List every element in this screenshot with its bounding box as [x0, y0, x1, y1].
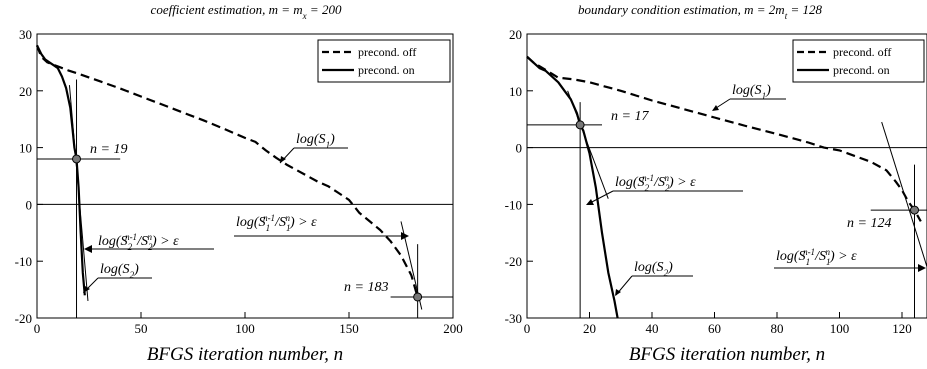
right-x-tick-label: 80	[771, 321, 784, 336]
right-y-tick-label: 20	[509, 27, 522, 42]
right-x-tick-label: 0	[524, 321, 531, 336]
right-legend-box	[792, 39, 925, 83]
left-x-tick-label: 100	[235, 321, 255, 336]
svg-text:log(S2): log(S2)	[100, 262, 139, 280]
right-y-tick-label: 0	[516, 141, 523, 156]
svg-text:log(S2n-1/S2n) > ε: log(S2n-1/S2n) > ε	[615, 173, 696, 193]
right-y-tick-label: 10	[509, 84, 522, 99]
svg-text:log(S1n-1/S1n) > ε: log(S1n-1/S1n) > ε	[236, 213, 317, 233]
svg-text:log(S2n-1/S2n) > ε: log(S2n-1/S2n) > ε	[98, 232, 179, 252]
left-legend: precond. off precond. on	[317, 39, 451, 83]
right-tangent-line	[567, 90, 609, 199]
right-annotation-s1-ratio: log(S1n-1/S1n) > ε	[774, 247, 926, 272]
left-y-tick-label: -20	[15, 311, 32, 326]
right-series	[526, 55, 927, 319]
left-x-tick-label: 200	[443, 321, 463, 336]
left-marker-point-2	[413, 292, 423, 302]
right-axis-ticks: 0 20 40 60 80 100 120 -30 -20 -10 0 10 20	[505, 27, 912, 336]
left-legend-box	[317, 39, 451, 83]
right-legend-label-on: precond. on	[833, 63, 890, 77]
left-markers	[37, 79, 453, 318]
right-y-tick-label: -10	[505, 197, 522, 212]
right-y-tick-label: -30	[505, 311, 522, 326]
left-x-tick-label: 150	[339, 321, 359, 336]
right-plot-area	[526, 33, 927, 319]
left-y-tick-label: 10	[19, 141, 32, 156]
svg-text:log(S1): log(S1)	[732, 83, 771, 101]
left-marker-label-1: n = 19	[90, 142, 127, 157]
right-legend-label-off: precond. off	[833, 45, 891, 59]
right-annotation-log-s2: log(S2)	[615, 260, 693, 296]
right-annotation-s2-ratio: log(S2n-1/S2n) > ε	[586, 173, 743, 205]
left-legend-label-off: precond. off	[358, 45, 416, 59]
right-y-tick-label: -20	[505, 254, 522, 269]
right-marker-point-2	[910, 205, 919, 215]
left-y-tick-label: 20	[19, 84, 32, 99]
left-series	[35, 44, 423, 310]
right-x-tick-label: 60	[708, 321, 721, 336]
right-annotation-log-s1: log(S1)	[712, 83, 786, 111]
svg-text:log(S1): log(S1)	[296, 132, 335, 150]
right-series-precond-off	[526, 55, 922, 222]
right-marker-point-1	[575, 120, 585, 130]
right-chart-title: boundary condition estimation, m = 2mt =…	[578, 2, 822, 21]
left-annotation-log-s2: log(S2)	[83, 262, 152, 293]
left-y-tick-label: 0	[26, 197, 33, 212]
left-series-precond-on	[36, 44, 86, 296]
right-legend: precond. off precond. on	[792, 39, 925, 83]
right-tangent-line	[881, 121, 927, 268]
left-panel: coefficient estimation, m = mx = 200 0 50…	[15, 2, 463, 365]
right-x-tick-label: 40	[646, 321, 659, 336]
left-x-axis-label: BFGS iteration number, n	[147, 344, 343, 365]
right-x-axis-label: BFGS iteration number, n	[629, 344, 825, 365]
left-y-tick-label: 30	[19, 27, 32, 42]
left-annotation-log-s1: log(S1)	[279, 132, 348, 164]
right-marker-label-1: n = 17	[611, 109, 649, 124]
left-marker-label-2: n = 183	[344, 280, 388, 295]
right-series-precond-on	[526, 55, 619, 319]
left-annotation-s2-ratio: log(S2n-1/S2n) > ε	[84, 232, 214, 253]
right-marker-label-2: n = 124	[847, 216, 891, 231]
left-x-tick-label: 0	[34, 321, 41, 336]
left-chart-title: coefficient estimation, m = mx = 200	[151, 2, 342, 21]
right-markers	[527, 102, 927, 318]
left-axis-ticks: 0 50 100 150 200 -20 -10 0 10 20 30	[15, 27, 463, 336]
right-x-tick-label: 20	[583, 321, 596, 336]
left-legend-label-on: precond. on	[358, 63, 415, 77]
svg-text:log(S1n-1/S1n) > ε: log(S1n-1/S1n) > ε	[776, 247, 857, 267]
svg-text:log(S2): log(S2)	[634, 260, 673, 278]
left-marker-point-1	[72, 154, 82, 164]
left-y-tick-label: -10	[15, 254, 32, 269]
right-panel: boundary condition estimation, m = 2mt =…	[505, 2, 927, 365]
right-x-tick-label: 120	[892, 321, 912, 336]
left-series-precond-off	[35, 45, 419, 298]
left-x-tick-label: 50	[135, 321, 148, 336]
right-x-tick-label: 100	[830, 321, 850, 336]
left-tangent-line	[68, 85, 89, 302]
left-annotation-s1-ratio: log(S1n-1/S1n) > ε	[234, 213, 409, 240]
